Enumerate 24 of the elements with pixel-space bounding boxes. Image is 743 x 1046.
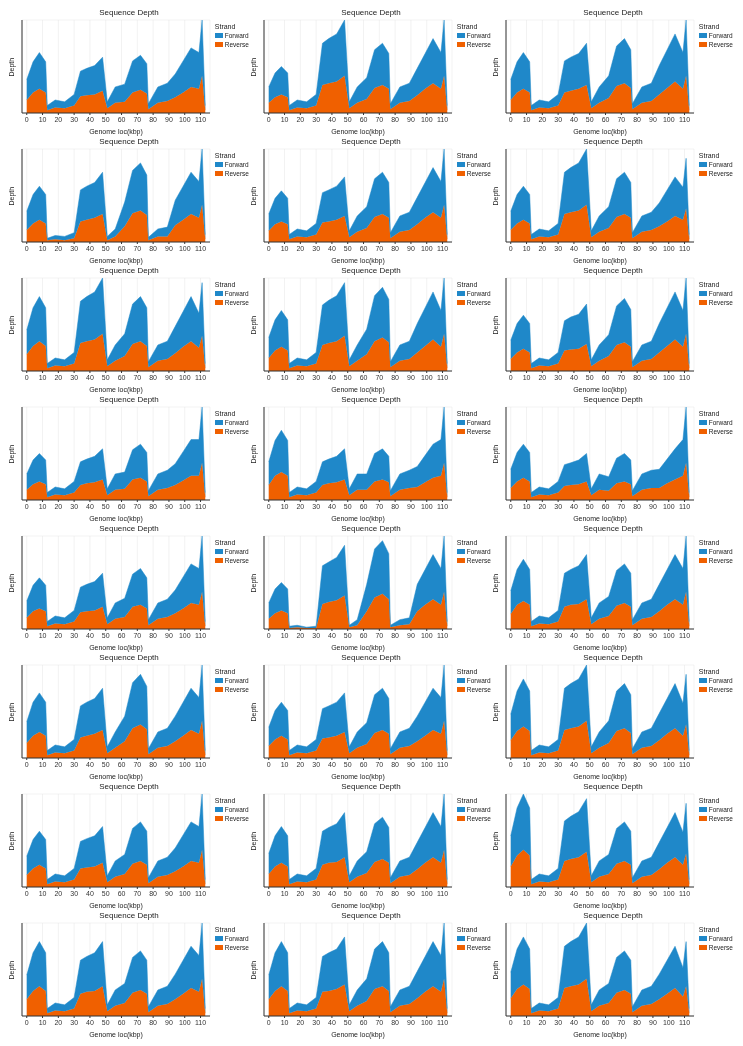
chart-title: Sequence Depth [340,395,402,405]
chart-title: Sequence Depth [98,653,160,663]
chart-title: Sequence Depth [98,137,160,147]
chart-title: Sequence Depth [98,395,160,405]
chart-title: Sequence Depth [98,524,160,534]
chart-title: Sequence Depth [340,137,402,147]
chart-title: Sequence Depth [340,911,402,921]
chart-title: Sequence Depth [582,782,644,792]
chart-title: Sequence Depth [340,8,402,18]
chart-title: Sequence Depth [98,266,160,276]
chart-title: Sequence Depth [340,524,402,534]
chart-title: Sequence Depth [582,395,644,405]
chart-title: Sequence Depth [98,782,160,792]
chart-title: Sequence Depth [582,653,644,663]
chart-title: Sequence Depth [98,8,160,18]
chart-title: Sequence Depth [340,266,402,276]
chart-title: Sequence Depth [582,911,644,921]
chart-title: Sequence Depth [582,266,644,276]
chart-title: Sequence Depth [582,524,644,534]
chart-title: Sequence Depth [340,782,402,792]
chart-title: Sequence Depth [98,911,160,921]
chart-title: Sequence Depth [582,137,644,147]
chart-title: Sequence Depth [582,8,644,18]
chart-title: Sequence Depth [340,653,402,663]
